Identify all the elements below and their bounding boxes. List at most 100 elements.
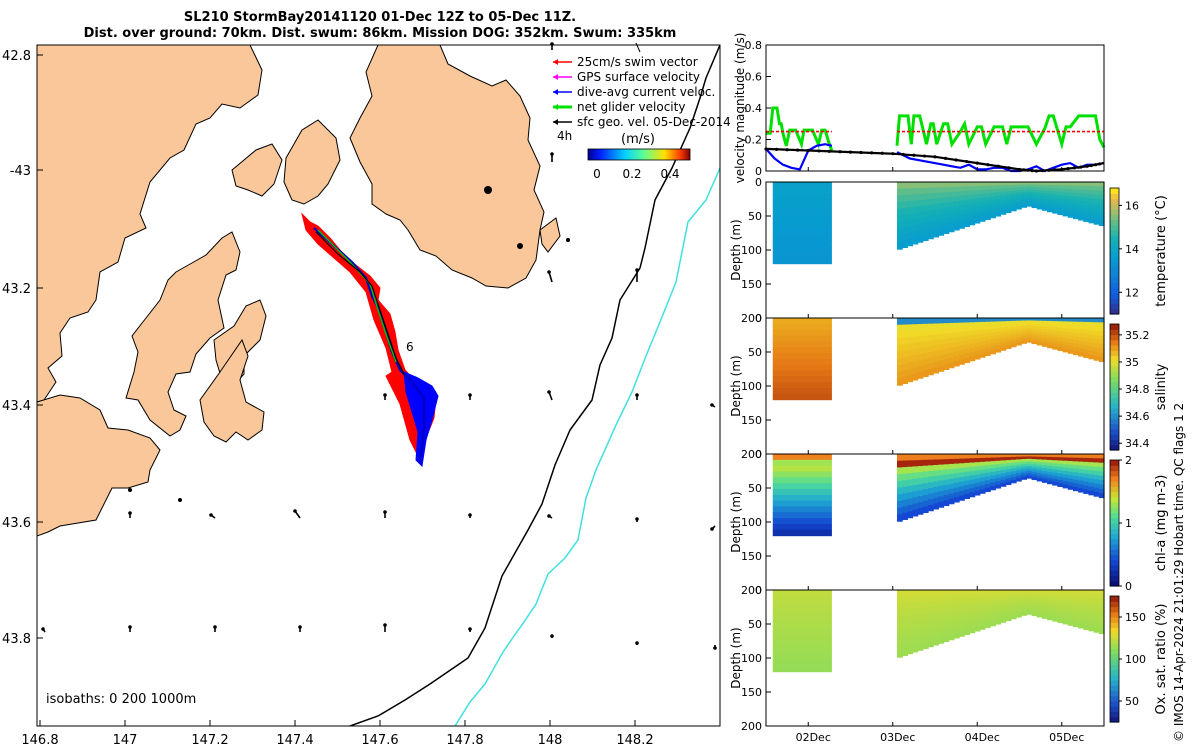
section-cell	[948, 362, 955, 369]
section-cell	[928, 470, 934, 478]
section-cell	[1031, 330, 1038, 334]
section-cell	[1088, 326, 1095, 331]
section-cell	[1026, 604, 1033, 608]
section-cell	[1026, 468, 1033, 472]
section-cell	[902, 240, 908, 248]
depth-axis-label: Depth (m)	[729, 491, 743, 552]
section-cell	[922, 494, 929, 502]
section-cell	[1005, 200, 1012, 204]
section-cell	[938, 485, 945, 492]
velocity-arrow	[41, 627, 46, 633]
section-cell	[1010, 592, 1017, 597]
section-cell	[1041, 454, 1048, 458]
velocity-arrow	[213, 625, 217, 632]
section-cell	[953, 609, 960, 615]
section-cell	[907, 596, 914, 604]
depth-axis-label: Depth (m)	[729, 219, 743, 280]
section-cell	[922, 590, 929, 597]
section-cell	[1083, 609, 1090, 615]
section-cell	[912, 355, 919, 362]
section-cell	[1010, 335, 1017, 339]
colorbar-cell	[1110, 664, 1119, 671]
section-cell	[1016, 475, 1022, 479]
section-cell	[990, 206, 996, 212]
section-cell	[902, 454, 908, 462]
colorbar-cell	[1110, 444, 1119, 451]
depth-tick-label: 200	[741, 448, 762, 461]
section-cell	[995, 606, 1002, 611]
section-cell	[907, 485, 914, 493]
section-cell	[1047, 459, 1053, 464]
section-cell	[1098, 488, 1105, 494]
section-cell	[772, 636, 832, 644]
section-cell	[772, 234, 832, 241]
section-cell	[1047, 326, 1053, 331]
section-cell	[772, 257, 832, 265]
section-cell	[953, 215, 960, 221]
section-cell	[1088, 610, 1095, 616]
colorbar-cell	[1110, 706, 1119, 713]
section-cell	[1031, 189, 1038, 193]
legend-label: 25cm/s swim vector	[577, 55, 698, 69]
section-cell	[995, 603, 1002, 608]
section-cell	[1062, 188, 1069, 193]
section-cell	[896, 500, 903, 509]
section-cell	[990, 471, 996, 477]
section-cell	[984, 597, 991, 602]
section-cell	[959, 331, 965, 338]
section-cell	[943, 212, 950, 219]
section-cell	[1036, 336, 1043, 341]
section-cell	[995, 334, 1002, 339]
section-cell	[974, 210, 981, 216]
section-cell	[1093, 479, 1100, 485]
section-cell	[1005, 466, 1012, 470]
section-cell	[928, 368, 934, 376]
colorbar-cell	[1110, 329, 1119, 336]
section-cell	[917, 632, 924, 639]
section-cell	[1093, 454, 1100, 459]
section-cell	[938, 192, 945, 199]
section-cell	[1083, 473, 1090, 479]
section-cell	[948, 629, 955, 636]
section-cell	[1057, 470, 1064, 475]
section-cell	[943, 328, 950, 335]
section-cell	[1021, 330, 1027, 334]
section-cell	[938, 600, 945, 607]
colorbar-cell	[1110, 209, 1119, 215]
section-cell	[1088, 626, 1095, 632]
section-cell	[1036, 598, 1043, 602]
velocity-arrow	[710, 403, 716, 408]
section-cell	[922, 347, 929, 354]
section-cell	[959, 209, 965, 215]
section-cell	[1067, 590, 1074, 595]
section-cell	[1047, 344, 1053, 349]
colorbar-cell	[1110, 711, 1119, 718]
section-cell	[1031, 328, 1038, 332]
section-cell	[922, 613, 929, 620]
section-cell	[953, 205, 960, 212]
section-cell	[1098, 611, 1105, 617]
section-cell	[922, 335, 929, 342]
map-x-tick-label: 147.6	[361, 733, 398, 748]
colorbar-cell	[1110, 230, 1119, 236]
section-cell	[1057, 599, 1064, 604]
section-cell	[896, 331, 903, 339]
chart-title: SL210 StormBay20141120 01-Dec 12Z to 05-…	[183, 10, 577, 25]
section-cell	[907, 194, 914, 202]
colorbar-label: Ox. sat. ratio (%)	[1154, 604, 1169, 715]
section-cell	[912, 590, 919, 597]
section-cell	[907, 460, 914, 468]
section-cell	[1052, 463, 1059, 468]
section-cell	[1026, 186, 1033, 190]
section-cell	[1026, 337, 1033, 341]
colorbar-cell	[1110, 575, 1119, 582]
section-cell	[1005, 345, 1012, 350]
map-x-tick-label: 147.8	[446, 733, 483, 748]
section-cell	[1036, 611, 1043, 615]
section-cell	[1072, 332, 1079, 337]
colorbar-cell	[1110, 193, 1119, 200]
section-cell	[1000, 194, 1007, 199]
velocity-arrow	[383, 623, 387, 632]
section-cell	[938, 208, 945, 215]
section-cell	[1072, 611, 1079, 617]
